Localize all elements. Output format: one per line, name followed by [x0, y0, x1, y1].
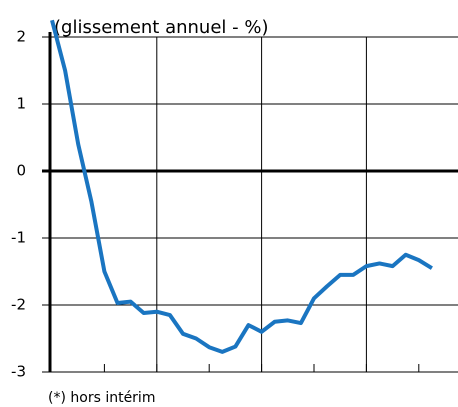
y-tick-label: 0	[16, 162, 26, 180]
chart-title: (glissement annuel - %)	[54, 17, 268, 38]
y-tick-label: -1	[11, 229, 26, 247]
y-tick-label: 1	[16, 95, 26, 113]
y-tick-label: -2	[11, 296, 26, 314]
y-tick-label: -3	[11, 363, 26, 381]
footnote: (*) hors intérim	[48, 390, 155, 406]
y-tick-label: 2	[16, 28, 26, 46]
data-line	[50, 19, 433, 354]
